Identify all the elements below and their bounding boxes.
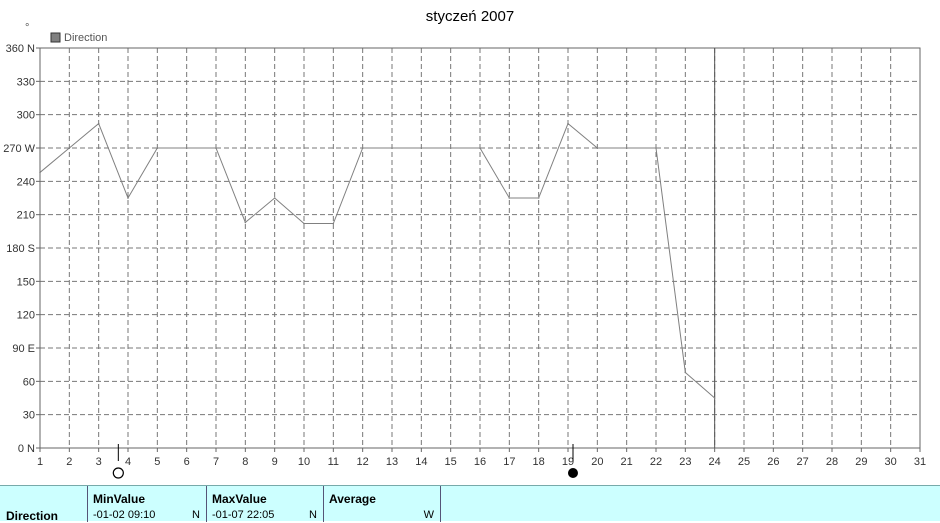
full-moon-icon — [112, 467, 124, 479]
data-point — [361, 147, 364, 149]
legend-label: Direction — [64, 32, 107, 44]
stats-row-label: Direction — [6, 509, 59, 523]
x-tick-label: 11 — [328, 456, 339, 468]
min-value-value: N — [192, 509, 200, 521]
data-point — [332, 222, 335, 225]
x-tick-label: 7 — [213, 456, 219, 468]
series-line-direction — [39, 122, 715, 399]
data-point — [273, 197, 276, 199]
markers — [112, 48, 716, 479]
max-value-header: MaxValue — [212, 492, 267, 506]
data-point — [303, 222, 305, 225]
x-tick-label: 18 — [533, 456, 545, 468]
x-tick-label: 20 — [591, 456, 603, 468]
x-tick-label: 16 — [474, 456, 486, 468]
x-tick-label: 26 — [767, 456, 779, 468]
data-point — [713, 397, 716, 399]
min-value-cell: MinValue -01-02 09:10 N — [88, 486, 207, 522]
x-tick-label: 25 — [738, 456, 750, 468]
x-tick-label: 3 — [96, 456, 102, 468]
average-cell: Average W — [324, 486, 441, 522]
average-value: W — [423, 509, 434, 521]
x-tick-label: 28 — [826, 456, 838, 468]
chart-title: styczeń 2007 — [426, 8, 514, 25]
x-tick-label: 9 — [272, 456, 278, 468]
legend-swatch — [50, 32, 61, 43]
x-tick-label: 10 — [298, 456, 310, 468]
x-tick-label: 6 — [184, 456, 190, 468]
x-tick-label: 21 — [621, 456, 633, 468]
min-value-time: -01-02 09:10 — [93, 509, 156, 521]
data-point — [97, 122, 100, 125]
x-tick-label: 15 — [445, 456, 457, 468]
stats-panel: Direction MinValue -01-02 09:10 N MaxVal… — [0, 485, 940, 523]
grid — [40, 48, 920, 448]
max-value-cell: MaxValue -01-07 22:05 N — [207, 486, 324, 522]
data-point — [537, 197, 540, 199]
x-tick-label: 5 — [154, 456, 160, 468]
y-axis: 0 N 30 60 90 E 120 150 180 S 210 240 270 W 300 330 3… — [3, 43, 40, 455]
y-tick-label: 270 W — [3, 143, 35, 155]
data-point — [684, 371, 687, 374]
x-tick-label: 19 — [562, 456, 574, 468]
x-tick-label: 31 — [914, 456, 926, 468]
data-point — [185, 147, 188, 149]
y-tick-label: 180 S — [6, 243, 35, 255]
y-tick-label: 30 — [23, 410, 35, 422]
new-moon-icon — [567, 468, 578, 478]
x-tick-label: 12 — [357, 456, 369, 468]
data-point — [567, 122, 569, 125]
data-point — [508, 197, 511, 199]
y-tick-label: 120 — [17, 310, 35, 322]
y-tick-label: 360 N — [6, 43, 35, 55]
y-tick-label: 150 — [17, 276, 35, 288]
data-point — [68, 147, 71, 149]
x-tick-label: 30 — [885, 456, 897, 468]
x-axis: 1 2 3 4 5 6 7 8 9 10 11 12 13 14 15 16 17 18 19 20 21 22 23 24 2… — [37, 448, 926, 468]
y-tick-label: 90 E — [12, 343, 35, 355]
average-header: Average — [329, 492, 376, 506]
y-tick-label: 330 — [17, 76, 35, 88]
data-point — [420, 147, 423, 149]
x-tick-label: 29 — [855, 456, 867, 468]
x-tick-label: 4 — [125, 456, 131, 468]
data-point — [655, 147, 657, 149]
data-point — [244, 221, 247, 224]
x-tick-label: 2 — [66, 456, 72, 468]
x-tick-label: 17 — [503, 456, 515, 468]
max-value-time: -01-07 22:05 — [212, 509, 275, 521]
x-tick-label: 13 — [386, 456, 398, 468]
legend: Direction — [50, 32, 107, 44]
x-tick-label: 14 — [415, 456, 427, 468]
stats-row-label-cell: Direction — [0, 486, 88, 523]
y-tick-label: 0 N — [18, 443, 35, 455]
data-point — [391, 147, 393, 149]
x-tick-label: 27 — [797, 456, 809, 468]
x-tick-label: 23 — [679, 456, 691, 468]
data-point — [215, 147, 217, 149]
y-tick-label: 300 — [17, 110, 35, 122]
series — [39, 122, 716, 399]
data-point — [479, 147, 481, 149]
x-tick-label: 8 — [242, 456, 248, 468]
x-tick-label: 24 — [709, 456, 721, 468]
data-point — [39, 171, 41, 174]
max-value-value: N — [309, 509, 317, 521]
data-point — [596, 147, 599, 149]
min-value-header: MinValue — [93, 492, 146, 506]
x-tick-label: 22 — [650, 456, 662, 468]
y-unit-mark: ° — [25, 22, 29, 34]
y-tick-label: 210 — [17, 210, 35, 222]
x-tick-label: 1 — [37, 456, 43, 468]
y-tick-label: 60 — [23, 376, 35, 388]
y-tick-label: 240 — [17, 176, 35, 188]
data-point — [449, 147, 452, 149]
data-point — [156, 147, 159, 149]
data-point — [625, 147, 628, 149]
data-point — [127, 197, 129, 199]
